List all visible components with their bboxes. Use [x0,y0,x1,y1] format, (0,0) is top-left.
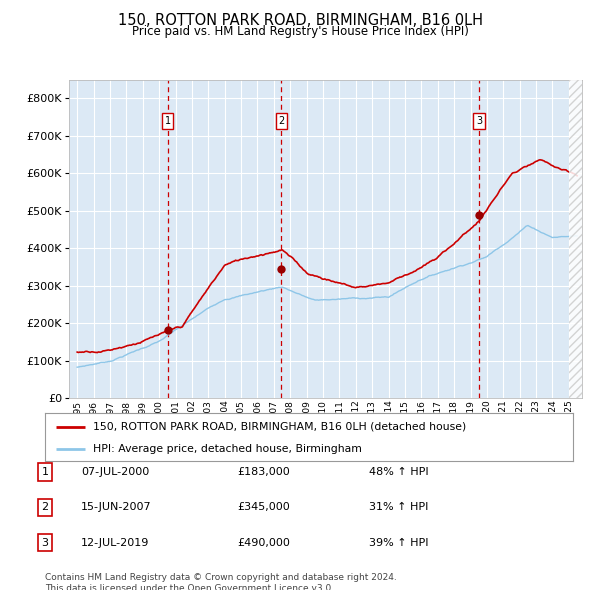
Text: 1: 1 [41,467,49,477]
Text: £345,000: £345,000 [237,503,290,512]
Text: 1: 1 [164,116,171,126]
Text: 150, ROTTON PARK ROAD, BIRMINGHAM, B16 0LH (detached house): 150, ROTTON PARK ROAD, BIRMINGHAM, B16 0… [92,421,466,431]
Text: 48% ↑ HPI: 48% ↑ HPI [369,467,428,477]
Text: HPI: Average price, detached house, Birmingham: HPI: Average price, detached house, Birm… [92,444,361,454]
Text: 3: 3 [476,116,482,126]
Text: 12-JUL-2019: 12-JUL-2019 [81,538,149,548]
Text: £183,000: £183,000 [237,467,290,477]
Text: 15-JUN-2007: 15-JUN-2007 [81,503,152,512]
Text: 07-JUL-2000: 07-JUL-2000 [81,467,149,477]
Text: 150, ROTTON PARK ROAD, BIRMINGHAM, B16 0LH: 150, ROTTON PARK ROAD, BIRMINGHAM, B16 0… [118,13,482,28]
Text: 39% ↑ HPI: 39% ↑ HPI [369,538,428,548]
Text: 2: 2 [278,116,284,126]
Text: £490,000: £490,000 [237,538,290,548]
Text: 2: 2 [41,503,49,512]
Text: Price paid vs. HM Land Registry's House Price Index (HPI): Price paid vs. HM Land Registry's House … [131,25,469,38]
Text: Contains HM Land Registry data © Crown copyright and database right 2024.
This d: Contains HM Land Registry data © Crown c… [45,573,397,590]
Text: 31% ↑ HPI: 31% ↑ HPI [369,503,428,512]
Text: 3: 3 [41,538,49,548]
